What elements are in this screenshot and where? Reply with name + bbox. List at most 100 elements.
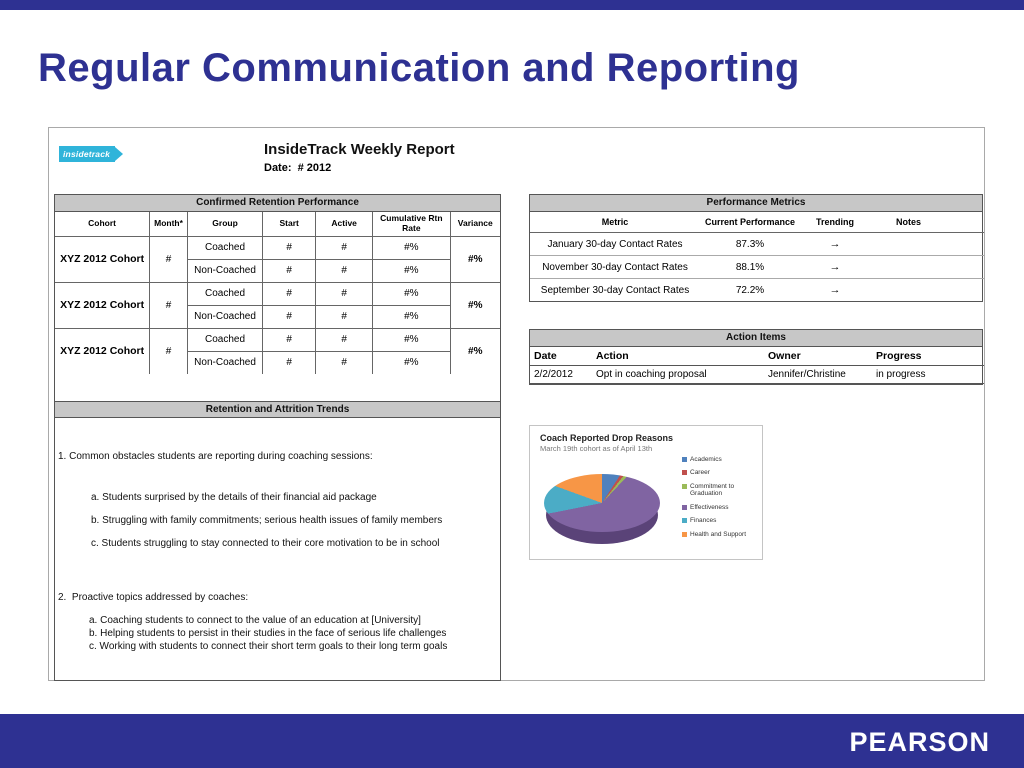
performance-metrics-panel: Performance Metrics Metric Current Perfo…	[529, 194, 984, 302]
active-cell: #	[315, 281, 374, 306]
pie-top	[544, 474, 660, 532]
active-cell: #	[315, 327, 374, 352]
legend-swatch	[682, 518, 687, 524]
trend-arrow-icon: →	[800, 232, 870, 256]
start-cell: #	[262, 235, 317, 260]
performance-metrics-title: Performance Metrics	[530, 195, 982, 212]
legend-item: Effectiveness	[682, 504, 758, 511]
retention-table-title: Confirmed Retention Performance	[55, 195, 500, 212]
col-header-owner: Owner	[764, 347, 872, 366]
performance-metrics-table: Metric Current Performance Trending Note…	[530, 212, 984, 301]
legend-item: Finances	[682, 517, 758, 524]
legend-swatch	[682, 531, 687, 537]
legend-swatch	[682, 483, 687, 489]
legend-swatch	[682, 470, 687, 476]
legend-swatch	[682, 504, 687, 510]
notes-cell	[870, 232, 984, 256]
trend-arrow-icon: →	[829, 284, 841, 296]
metric-cell: September 30-day Contact Rates	[540, 284, 690, 296]
rate-cell: #%	[372, 327, 451, 352]
table-row: January 30-day Contact Rates 87.3% →	[530, 232, 984, 256]
value-cell: 72.2%	[735, 284, 765, 296]
cohort-group: XYZ 2012 Cohort # Coached # # #% #% Non-…	[54, 235, 501, 283]
group-cell: Non-Coached	[186, 304, 264, 329]
active-cell: #	[315, 350, 374, 375]
action-items-table: Date Action Owner Progress 2/2/2012 Opt …	[530, 347, 984, 384]
trend-arrow-icon: →	[800, 255, 870, 279]
retention-header-row: Cohort Month* Group Start Active Cumulat…	[54, 211, 501, 237]
col-header-rate: Cumulative Rtn Rate	[372, 211, 451, 237]
table-row: XYZ 2012 Cohort # Coached # # #% #%	[54, 235, 501, 283]
col-header-month: Month*	[149, 211, 188, 237]
trends-subitem: b. Helping students to persist in their …	[89, 628, 447, 639]
legend-swatch	[682, 457, 687, 462]
active-cell: #	[315, 304, 374, 329]
legend-label: Commitment to Graduation	[690, 482, 735, 498]
insidetrack-logo: insidetrack	[59, 146, 124, 162]
group-cell: Non-Coached	[186, 258, 264, 283]
cohort-name: XYZ 2012 Cohort	[54, 281, 151, 329]
table-row: Non-Coached # # #%	[55, 258, 500, 283]
rate-cell: #%	[372, 350, 451, 375]
table-row: 2/2/2012 Opt in coaching proposal Jennif…	[530, 365, 984, 384]
metric-cell: November 30-day Contact Rates	[530, 255, 700, 279]
rate-cell: #%	[372, 235, 451, 260]
drop-reasons-chart: Coach Reported Drop Reasons March 19th c…	[529, 425, 763, 560]
col-header-date: Date	[530, 347, 592, 366]
rate-cell: #%	[372, 304, 451, 329]
cohort-month: #	[149, 235, 188, 283]
action-items-panel: Action Items Date Action Owner Progress …	[529, 329, 984, 385]
col-header-active: Active	[315, 211, 374, 237]
rate-cell: #%	[372, 281, 451, 306]
page-title: Regular Communication and Reporting	[38, 46, 800, 90]
value-cell: 87.3%	[700, 232, 800, 256]
col-header-variance: Variance	[449, 211, 501, 237]
trends-subitem: a. Students surprised by the details of …	[91, 492, 377, 503]
date-cell: 2/2/2012	[530, 365, 592, 384]
trends-subitem: a. Coaching students to connect to the v…	[89, 615, 421, 626]
table-row: XYZ 2012 Cohort # Coached # # #% #%	[54, 327, 501, 375]
cohort-month: #	[149, 327, 188, 375]
rate-cell: #%	[372, 258, 451, 283]
col-header-group: Group	[186, 211, 264, 237]
table-row: XYZ 2012 Cohort # Coached # # #% #%	[54, 281, 501, 329]
owner-cell: Jennifer/Christine	[764, 365, 872, 384]
col-header-trending: Trending	[800, 212, 870, 233]
chart-subtitle: March 19th cohort as of April 13th	[540, 444, 653, 453]
pie-chart	[544, 474, 660, 550]
legend-item: Commitment to Graduation	[682, 483, 758, 498]
start-cell: #	[262, 281, 317, 306]
cohort-name: XYZ 2012 Cohort	[54, 327, 151, 375]
col-header-metric: Metric	[530, 212, 700, 233]
start-cell: #	[262, 350, 317, 375]
col-header-action: Action	[592, 347, 764, 366]
metric-cell: January 30-day Contact Rates	[530, 232, 700, 256]
variance-cell: #%	[449, 281, 501, 329]
report-document: insidetrack InsideTrack Weekly Report Da…	[48, 127, 985, 681]
legend-label: Finances	[690, 517, 717, 525]
table-row: November 30-day Contact Rates 88.1% →	[530, 255, 984, 279]
legend-item: Career	[682, 469, 758, 476]
legend-label: Health and Support	[690, 530, 747, 538]
start-cell: #	[262, 258, 317, 283]
notes-cell	[870, 279, 984, 302]
notes-cell	[870, 255, 984, 279]
legend-label: Career	[690, 469, 710, 477]
value-cell: 88.1%	[700, 255, 800, 279]
trends-subitem: c. Working with students to connect thei…	[89, 641, 448, 652]
action-cell: Opt in coaching proposal	[592, 365, 764, 384]
top-accent-bar	[0, 0, 1024, 10]
group-cell: Non-Coached	[186, 350, 264, 375]
retention-table: Cohort Month* Group Start Active Cumulat…	[54, 211, 501, 375]
report-date: Date: # 2012	[264, 162, 332, 174]
ai-header-row: Date Action Owner Progress	[530, 347, 984, 366]
group-cell: Coached	[186, 281, 264, 306]
col-header-progress: Progress	[872, 347, 984, 366]
col-header-start: Start	[262, 211, 317, 237]
col-header-current-performance: Current Performance	[700, 212, 800, 233]
insidetrack-logo-arrow-icon	[115, 147, 124, 161]
group-cell: Coached	[186, 235, 264, 260]
trends-subitem: c. Students struggling to stay connected…	[91, 538, 440, 549]
cohort-name: XYZ 2012 Cohort	[54, 235, 151, 283]
active-cell: #	[315, 258, 374, 283]
